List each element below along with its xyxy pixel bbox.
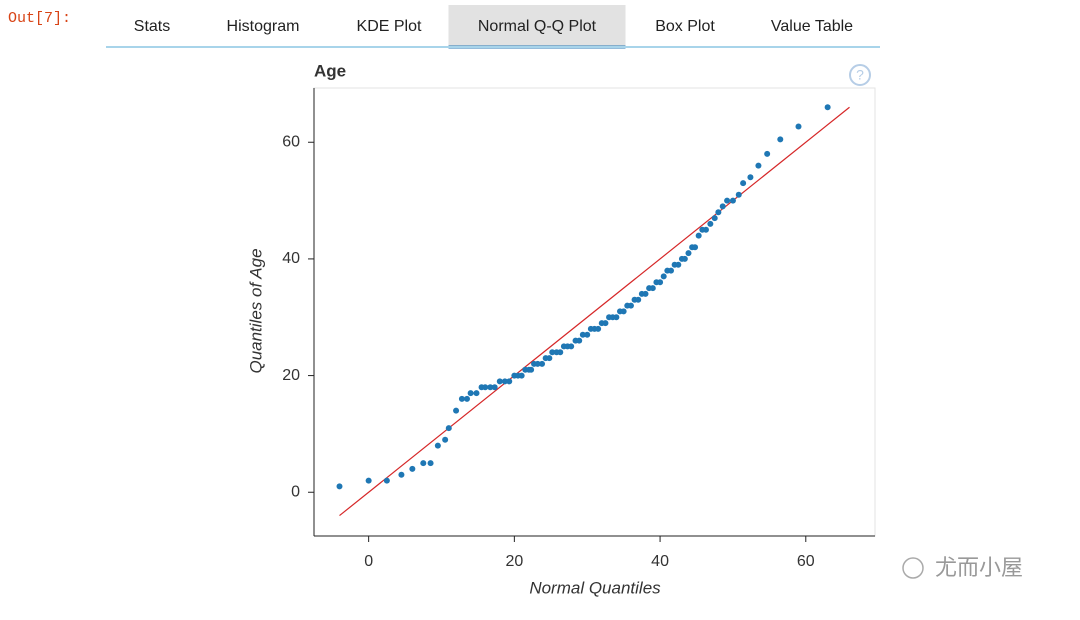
- data-point: [660, 273, 667, 280]
- y-tick-label: 20: [282, 367, 300, 384]
- data-point: [695, 232, 702, 239]
- data-point: [546, 355, 553, 362]
- data-point: [715, 209, 722, 216]
- y-axis-label: Quantiles of Age: [246, 248, 265, 373]
- data-point: [557, 349, 564, 356]
- data-point: [747, 174, 754, 181]
- data-point: [427, 460, 434, 467]
- plot-area: 0 20 40 60 0 20 40 60: [282, 104, 850, 570]
- data-point: [724, 197, 731, 204]
- data-point: [649, 285, 656, 292]
- active-tab-bg[interactable]: [448, 5, 626, 47]
- help-icon-label[interactable]: ?: [856, 67, 864, 83]
- data-point: [491, 384, 498, 391]
- y-tick-label: 60: [282, 133, 300, 150]
- tab[interactable]: Stats: [134, 18, 170, 35]
- data-point: [685, 250, 692, 257]
- data-point: [668, 267, 674, 274]
- data-point: [681, 255, 688, 262]
- data-point: [496, 378, 503, 385]
- x-axis-label: Normal Quantiles: [529, 578, 661, 597]
- data-point: [534, 360, 541, 367]
- help-icon[interactable]: [849, 64, 871, 86]
- data-point: [627, 302, 634, 309]
- data-point: [740, 180, 747, 187]
- data-point: [595, 325, 602, 332]
- data-point: [473, 390, 480, 397]
- tab[interactable]: KDE Plot: [357, 18, 422, 35]
- data-point: [711, 215, 718, 222]
- data-point: [506, 378, 513, 385]
- data-point: [539, 360, 546, 367]
- tab[interactable]: Box Plot: [655, 18, 715, 35]
- data-point: [579, 331, 586, 338]
- data-point: [549, 349, 556, 356]
- watermark-icon: [902, 557, 924, 579]
- data-point: [467, 390, 474, 397]
- data-point: [729, 197, 736, 204]
- data-point: [445, 425, 452, 432]
- data-point: [635, 296, 642, 303]
- data-point: [657, 279, 664, 286]
- x-tick-label: 20: [505, 553, 523, 570]
- data-point: [707, 220, 714, 227]
- data-point: [719, 203, 726, 210]
- data-point: [584, 331, 591, 338]
- data-point: [398, 471, 405, 478]
- data-point: [442, 436, 449, 443]
- x-tick-label: 40: [651, 553, 669, 570]
- data-point: [383, 477, 390, 484]
- data-point: [675, 261, 682, 268]
- data-point: [453, 407, 460, 414]
- data-point: [735, 191, 742, 198]
- data-point: [482, 384, 489, 391]
- data-point: [755, 162, 762, 169]
- data-point: [501, 378, 508, 385]
- y-tick-label: 0: [291, 483, 300, 500]
- data-point: [620, 308, 627, 315]
- data-point: [409, 465, 416, 472]
- data-point: [518, 372, 525, 379]
- data-point: [458, 395, 465, 402]
- x-tick-label: 60: [797, 553, 815, 570]
- data-point: [568, 343, 575, 350]
- data-point: [434, 442, 441, 449]
- data-point: [613, 314, 620, 321]
- tab[interactable]: Value Table: [771, 18, 853, 35]
- data-point: [764, 150, 771, 157]
- tab[interactable]: Histogram: [227, 18, 300, 35]
- tab[interactable]: Normal Q-Q Plot: [478, 18, 597, 35]
- data-point: [824, 104, 831, 111]
- data-point: [365, 477, 372, 484]
- data-point: [642, 290, 649, 297]
- data-point: [420, 460, 427, 467]
- data-point: [692, 244, 699, 251]
- data-point: [487, 384, 494, 391]
- data-point: [602, 320, 609, 327]
- tab-bar: Stats Histogram KDE Plot Normal Q-Q Plot Box…: [134, 5, 853, 49]
- x-tick-label: 0: [364, 553, 373, 570]
- output-prompt: Out[7]:: [8, 10, 71, 27]
- data-point: [702, 226, 709, 233]
- reference-line: [339, 106, 850, 517]
- chart-title: Age: [314, 61, 346, 80]
- data-point: [464, 395, 470, 402]
- watermark: 尤而小屋: [935, 555, 1023, 580]
- data-point: [528, 366, 535, 373]
- data-point: [777, 136, 784, 143]
- y-tick-label: 40: [282, 250, 300, 267]
- data-point: [576, 337, 583, 344]
- data-point: [336, 483, 343, 490]
- data-point: [795, 123, 802, 130]
